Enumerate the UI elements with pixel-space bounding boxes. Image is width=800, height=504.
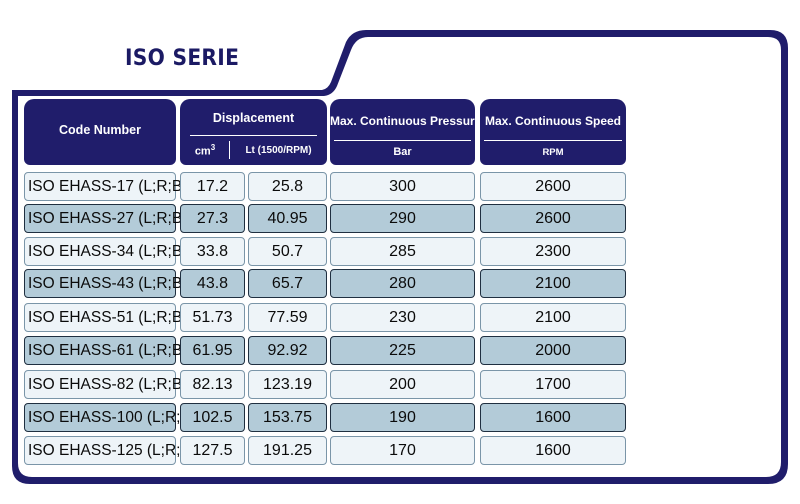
header-cm3-sup: 3 — [210, 143, 216, 152]
cell-lt: 92.92 — [248, 336, 327, 365]
cell-speed: 1600 — [480, 436, 626, 465]
cell-lt: 123.19 — [248, 370, 327, 399]
header-cm3-base: cm — [194, 145, 211, 158]
cell-speed: 1600 — [480, 403, 626, 432]
cell-pressure: 285 — [330, 237, 475, 266]
header-pressure-unit: Bar — [393, 146, 412, 158]
cell-pressure: 300 — [330, 172, 475, 201]
cell-cm3: 43.8 — [180, 269, 245, 298]
cell-cm3: 102.5 — [180, 403, 245, 432]
header-displacement-divider — [229, 141, 230, 159]
cell-speed: 2600 — [480, 204, 626, 233]
cell-lt: 65.7 — [248, 269, 327, 298]
cell-speed: 2600 — [480, 172, 626, 201]
cell-speed: 1700 — [480, 370, 626, 399]
cell-lt: 25.8 — [248, 172, 327, 201]
header-speed: Max. Continuous Speed RPM — [480, 99, 626, 165]
header-displacement: Displacement cm3 Lt (1500/RPM) — [180, 99, 327, 165]
cell-code: ISO EHASS-17 (L;R;BD) — [24, 172, 199, 201]
cell-code: ISO EHASS-34 (L;R;BD) — [24, 237, 199, 266]
header-speed-unit: RPM — [542, 147, 564, 158]
cell-pressure: 230 — [330, 303, 475, 332]
cell-lt: 191.25 — [248, 436, 327, 465]
cell-speed: 2100 — [480, 303, 626, 332]
header-displacement-rule — [190, 135, 317, 136]
cell-pressure: 190 — [330, 403, 475, 432]
cell-code: ISO EHASS-43 (L;R;BD) — [24, 269, 199, 298]
cell-lt: 153.75 — [248, 403, 327, 432]
cell-code: ISO EHASS-27 (L;R;BD) — [24, 204, 199, 233]
cell-cm3: 61.95 — [180, 336, 245, 365]
header-lt-label: Lt (1500/RPM) — [245, 145, 312, 156]
cell-code: ISO EHASS-100 (L;R;BD) — [24, 403, 207, 432]
header-cm3-label: cm3 — [182, 143, 228, 158]
cell-pressure: 170 — [330, 436, 475, 465]
header-pressure: Max. Continuous Pressure Bar — [330, 99, 482, 165]
cell-speed: 2100 — [480, 269, 626, 298]
cell-cm3: 82.13 — [180, 370, 245, 399]
cell-code: ISO EHASS-82 (L;R;BD) — [24, 370, 199, 399]
cell-code: ISO EHASS-51 (L;R;BD) — [24, 303, 199, 332]
cell-cm3: 51.73 — [180, 303, 245, 332]
cell-lt: 40.95 — [248, 204, 327, 233]
header-code-label: Code Number — [59, 123, 141, 137]
header-speed-rule — [484, 140, 622, 141]
cell-cm3: 17.2 — [180, 172, 245, 201]
cell-code: ISO EHASS-125 (L;R;BD) — [24, 436, 207, 465]
cell-cm3: 33.8 — [180, 237, 245, 266]
cell-cm3: 27.3 — [180, 204, 245, 233]
header-speed-label: Max. Continuous Speed — [484, 114, 621, 128]
cell-pressure: 225 — [330, 336, 475, 365]
cell-lt: 77.59 — [248, 303, 327, 332]
cell-speed: 2000 — [480, 336, 626, 365]
cell-speed: 2300 — [480, 237, 626, 266]
cell-lt: 50.7 — [248, 237, 327, 266]
cell-pressure: 200 — [330, 370, 475, 399]
header-code-number: Code Number — [24, 99, 176, 165]
header-displacement-label: Displacement — [212, 111, 295, 125]
page-title: ISO SERIE — [125, 46, 240, 71]
cell-pressure: 290 — [330, 204, 475, 233]
header-pressure-label: Max. Continuous Pressure — [330, 114, 482, 128]
cell-code: ISO EHASS-61 (L;R;BD) — [24, 336, 199, 365]
cell-pressure: 280 — [330, 269, 475, 298]
cell-cm3: 127.5 — [180, 436, 245, 465]
header-pressure-rule — [334, 140, 471, 141]
